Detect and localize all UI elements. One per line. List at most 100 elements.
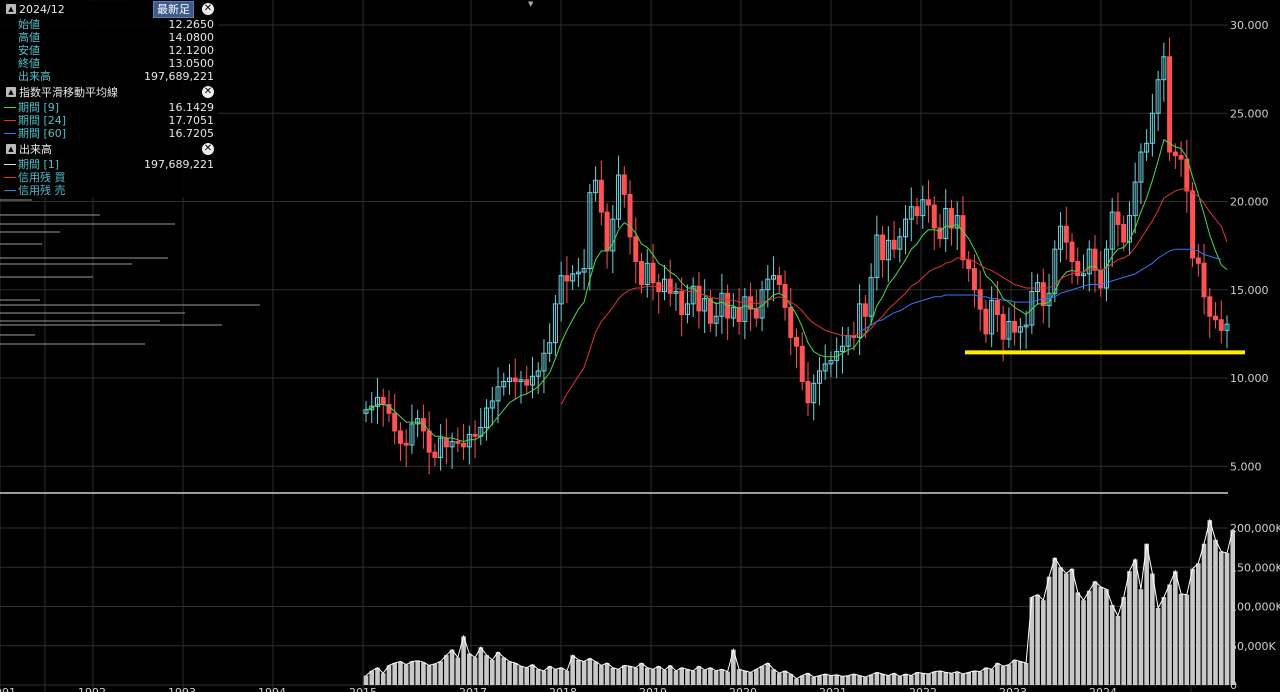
- collapse-triangle-icon[interactable]: ▲: [6, 87, 16, 97]
- candle-body: [742, 296, 748, 323]
- collapse-arrow-icon[interactable]: ▼: [528, 0, 534, 8]
- volume-bar: [1023, 663, 1029, 685]
- candle-body: [1178, 155, 1184, 160]
- volume-bar: [742, 670, 748, 685]
- candle-body: [948, 208, 954, 229]
- volume-bar: [1190, 568, 1195, 685]
- volume-bar: [512, 663, 518, 685]
- volume-bar: [1213, 539, 1218, 685]
- price-tick-label: 20.000: [1230, 196, 1269, 209]
- candle-body: [484, 407, 490, 428]
- candle-body: [650, 262, 656, 284]
- candle-body: [1167, 56, 1173, 153]
- candle-body: [581, 268, 587, 273]
- candle-body: [1149, 112, 1155, 144]
- candle-body: [1190, 190, 1196, 259]
- volume-bar: [891, 673, 897, 685]
- volume-bar: [788, 674, 794, 685]
- candle-body: [501, 381, 507, 388]
- volume-label: 期間 [1]: [4, 158, 59, 171]
- ohlc-value: 12.2650: [168, 18, 215, 31]
- candle-body: [512, 377, 518, 383]
- volume-bar: [518, 666, 524, 685]
- volume-bar: [616, 669, 621, 685]
- volume-bar: [914, 672, 920, 685]
- close-icon[interactable]: ✕: [202, 86, 214, 98]
- candle-body: [403, 442, 409, 446]
- legend-panel: ▲ 2024/12 最新足 ✕ 始値 12.2650 高値 14.0800 安値 12.1…: [0, 0, 218, 197]
- volume-bar: [524, 667, 530, 685]
- candle-body: [891, 239, 897, 250]
- collapse-triangle-icon[interactable]: ▲: [6, 4, 16, 14]
- candle-body: [616, 174, 622, 220]
- volume-bar: [444, 655, 449, 685]
- candle-body: [397, 430, 403, 444]
- candle-body: [547, 342, 553, 354]
- ohlc-row: 終値 13.0500: [0, 57, 218, 70]
- candle-body: [771, 275, 777, 280]
- volume-bar: [1041, 600, 1046, 685]
- candle-body: [730, 306, 736, 319]
- volume-bar: [455, 657, 461, 685]
- volume-bar: [909, 675, 914, 685]
- volume-tick-label: 200,000K: [1230, 522, 1280, 535]
- year-tick-label: 2020: [729, 686, 757, 692]
- latest-bar-button[interactable]: 最新足: [153, 0, 194, 18]
- volume-bar: [1029, 597, 1035, 685]
- volume-bar: [1035, 594, 1040, 685]
- line-swatch-icon: [4, 107, 16, 108]
- candle-body: [1161, 56, 1167, 81]
- volume-bar: [1150, 573, 1155, 685]
- volume-bar: [662, 670, 667, 685]
- volume-bar: [535, 669, 541, 685]
- candle-body: [541, 352, 547, 372]
- volume-bar: [834, 674, 839, 685]
- volume-bar: [1098, 586, 1104, 685]
- volume-bar: [696, 666, 702, 685]
- volume-bar: [1138, 589, 1144, 685]
- volume-bar: [1144, 543, 1149, 685]
- ema-value: 16.1429: [168, 101, 215, 114]
- candle-body: [1207, 296, 1213, 317]
- close-icon[interactable]: ✕: [202, 143, 214, 155]
- volume-bar: [495, 652, 501, 685]
- volume-bar: [409, 661, 415, 685]
- volume-bar: [1115, 615, 1121, 685]
- candle-body: [914, 206, 920, 217]
- ohlc-row: 始値 12.2650: [0, 18, 218, 31]
- candle-body: [644, 262, 650, 285]
- volume-bar: [989, 669, 994, 685]
- candle-body: [1218, 319, 1224, 331]
- volume-bar: [1069, 568, 1075, 685]
- candle-body: [667, 278, 673, 294]
- volume-bar: [432, 663, 438, 685]
- volume-bar: [415, 660, 420, 685]
- volume-bar: [840, 676, 845, 685]
- volume-bar: [403, 664, 409, 685]
- collapse-triangle-icon[interactable]: ▲: [6, 144, 16, 154]
- volume-bar: [748, 672, 753, 685]
- ohlc-label: 始値: [18, 18, 40, 31]
- volume-bar: [765, 663, 771, 685]
- candle-body: [885, 239, 891, 261]
- price-tick-label: 10.000: [1230, 372, 1269, 385]
- volume-bar: [828, 675, 834, 685]
- candle-body: [1109, 211, 1115, 250]
- ema-panel-header: ▲ 指数平滑移動平均線 ✕: [0, 83, 218, 101]
- price-tick-label: 15.000: [1230, 284, 1269, 297]
- volume-bar: [1000, 666, 1006, 685]
- candle-body: [857, 303, 863, 338]
- candle-body: [1115, 211, 1121, 225]
- volume-bar: [690, 670, 696, 685]
- candle-body: [570, 273, 576, 282]
- volume-bar: [1230, 529, 1236, 685]
- volume-bar: [1207, 520, 1213, 685]
- candle-body: [369, 405, 375, 411]
- year-tick-label: 2022: [909, 686, 937, 692]
- candle-body: [1201, 262, 1207, 298]
- candle-body: [713, 315, 719, 324]
- ohlc-value: 12.1200: [168, 44, 215, 57]
- close-icon[interactable]: ✕: [202, 3, 214, 15]
- ema-label: 期間 [24]: [4, 114, 66, 127]
